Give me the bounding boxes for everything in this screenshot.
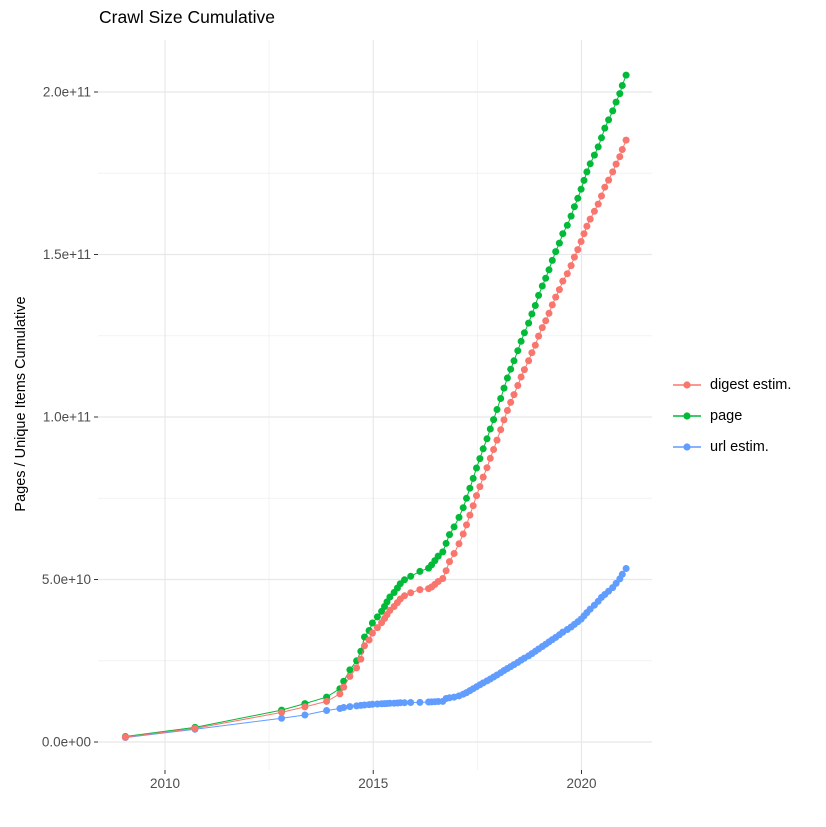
legend-key-page-icon: [673, 412, 701, 420]
y-axis-title: Pages / Unique Items Cumulative: [13, 296, 29, 512]
axis-labels: 2010 2015 2020 0.0e+00 5.0e+10 1.0e+11 1.5e+11…: [42, 85, 597, 792]
y-tick-label: 1.0e+11: [43, 410, 91, 425]
x-tick-label: 2020: [566, 776, 596, 791]
series-url-estim: [121, 565, 630, 741]
legend-label-url: url estim.: [710, 439, 769, 455]
legend-label-page: page: [710, 408, 743, 424]
legend-key-url-icon: [673, 443, 701, 451]
gridlines: [98, 40, 652, 770]
y-tick-label: 0.0e+00: [42, 735, 91, 750]
series-digest-estim: [121, 136, 630, 741]
x-tick-label: 2010: [150, 776, 180, 791]
y-tick-label: 5.0e+10: [42, 572, 91, 587]
y-tick-label: 2.0e+11: [43, 85, 91, 100]
legend-item-url: url estim.: [672, 438, 791, 456]
legend-label-digest: digest estim.: [710, 377, 792, 393]
chart-title: Crawl Size Cumulative: [99, 7, 276, 27]
x-tick-label: 2015: [358, 776, 388, 791]
legend-item-digest: digest estim.: [672, 376, 791, 394]
legend-item-page: page: [672, 407, 791, 425]
legend-key-digest-icon: [673, 381, 701, 389]
legend: digest estim. page url estim.: [672, 376, 791, 456]
y-tick-label: 1.5e+11: [43, 247, 91, 262]
